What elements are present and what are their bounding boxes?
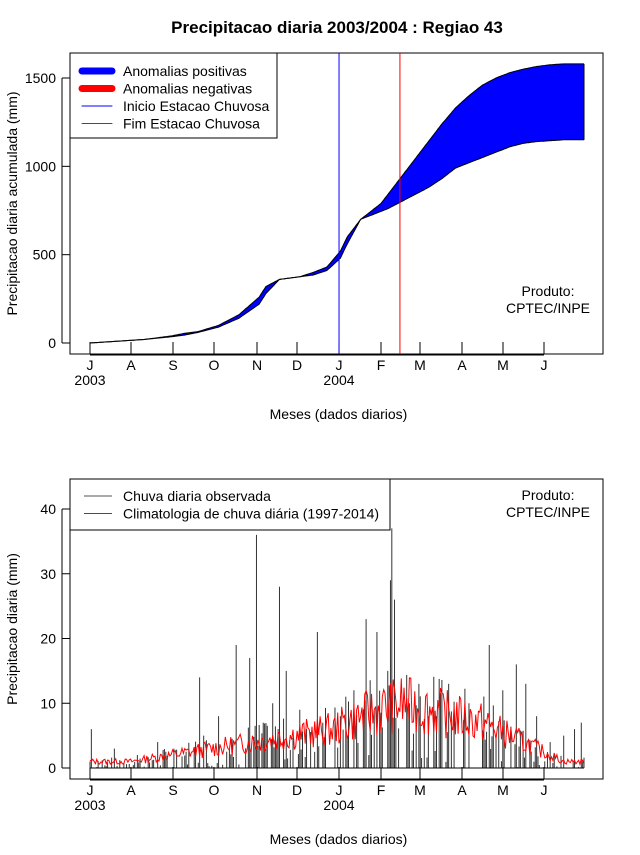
annotation-line-1-1: Produto: [522,487,575,503]
annotation-line-2-0: CPTEC/INPE [506,300,590,316]
x-axis-title-0: Meses (dados diarios) [270,406,408,422]
x-tick-label-1: M [497,782,509,798]
x-tick-label-0: J [87,357,94,373]
year-label-1: 2003 [74,797,105,813]
x-tick-label-0: N [252,357,262,373]
y-tick-label-1: 0 [48,760,56,776]
x-tick-label-0: O [209,357,220,373]
x-tick-label-1: S [168,782,177,798]
x-tick-label-1: D [292,782,302,798]
x-tick-label-1: J [541,782,548,798]
climatology-line [89,677,585,766]
legend-label: Anomalias negativas [123,81,252,97]
x-tick-label-1: J [336,782,343,798]
year-label-0: 2004 [323,372,354,388]
x-tick-label-0: D [292,357,302,373]
x-tick-label-1: J [87,782,94,798]
x-tick-label-0: J [336,357,343,373]
legend-label: Fim Estacao Chuvosa [123,116,260,132]
x-axis-title-1: Meses (dados diarios) [270,831,408,847]
annotation-line-2-1: CPTEC/INPE [506,504,590,520]
x-tick-label-0: S [168,357,177,373]
legend-box-2 [69,478,391,531]
climatology-accumulated-line [89,139,584,344]
observed-accumulated-line [89,63,584,344]
chart-title: Precipitacao diaria 2003/2004 : Regiao 4… [171,18,503,37]
legend-label-2: Chuva diaria observada [123,488,271,504]
x-tick-label-0: A [126,357,136,373]
x-tick-label-1: O [209,782,220,798]
x-tick-label-0: J [541,357,548,373]
y-axis-title-1: Precipitacao diaria (mm) [4,553,20,705]
legend-label: Anomalias positivas [123,63,247,79]
x-tick-label-1: N [252,782,262,798]
y-axis-title-0: Precipitacao diaria acumulada (mm) [4,91,20,315]
x-tick-label-1: M [414,782,426,798]
x-tick-label-0: A [457,357,467,373]
plot-frame-0 [69,52,604,355]
positive-anomaly-area [90,63,584,344]
y-tick-label-0: 500 [33,247,57,263]
y-tick-label-1: 20 [40,631,56,647]
year-label-0: 2003 [74,372,105,388]
x-tick-label-0: M [497,357,509,373]
y-tick-label-0: 1500 [25,70,56,86]
x-tick-label-1: A [457,782,467,798]
y-tick-label-1: 40 [40,501,56,517]
year-label-1: 2004 [323,797,354,813]
y-tick-label-1: 30 [40,566,56,582]
x-tick-label-0: F [377,357,386,373]
annotation-line-1-0: Produto: [522,283,575,299]
x-tick-label-1: F [377,782,386,798]
y-tick-label-1: 10 [40,695,56,711]
x-tick-label-1: A [126,782,136,798]
y-tick-label-0: 0 [48,335,56,351]
legend-label: Inicio Estacao Chuvosa [123,98,270,114]
x-tick-label-0: M [414,357,426,373]
legend-label-2: Climatologia de chuva diária (1997-2014) [123,506,379,522]
y-tick-label-0: 1000 [25,158,56,174]
